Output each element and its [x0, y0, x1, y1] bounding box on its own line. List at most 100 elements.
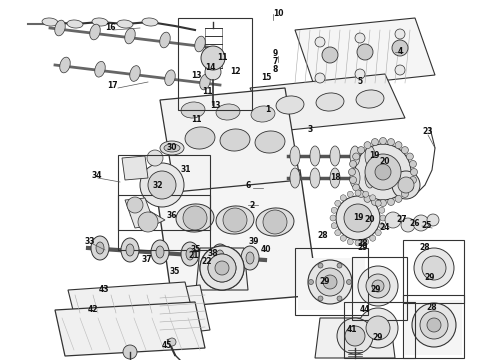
Circle shape — [375, 200, 381, 206]
Ellipse shape — [316, 93, 344, 111]
Bar — [118, 155, 210, 230]
Polygon shape — [160, 88, 300, 192]
Text: 43: 43 — [99, 285, 109, 294]
Circle shape — [398, 177, 414, 193]
Ellipse shape — [95, 62, 105, 77]
Ellipse shape — [96, 242, 104, 254]
Text: 19: 19 — [369, 150, 379, 159]
Ellipse shape — [216, 250, 224, 262]
Text: 40: 40 — [261, 246, 271, 255]
Circle shape — [371, 198, 378, 206]
Circle shape — [309, 279, 314, 284]
Circle shape — [375, 230, 381, 236]
Polygon shape — [298, 258, 365, 310]
Ellipse shape — [142, 18, 158, 26]
Text: 29: 29 — [373, 333, 383, 342]
Circle shape — [335, 230, 341, 236]
Circle shape — [364, 195, 371, 202]
Circle shape — [358, 308, 398, 348]
Polygon shape — [68, 282, 192, 318]
Text: 1: 1 — [266, 105, 270, 114]
Circle shape — [392, 40, 408, 56]
Text: 38: 38 — [208, 249, 219, 258]
Circle shape — [366, 274, 390, 298]
Text: 45: 45 — [162, 341, 172, 350]
Text: 26: 26 — [410, 220, 420, 229]
Ellipse shape — [211, 244, 229, 268]
Ellipse shape — [130, 66, 140, 81]
Circle shape — [341, 195, 346, 201]
Circle shape — [410, 176, 416, 184]
Circle shape — [379, 138, 387, 144]
Ellipse shape — [246, 252, 254, 264]
Circle shape — [148, 171, 176, 199]
Ellipse shape — [251, 106, 275, 122]
Circle shape — [406, 184, 414, 191]
Ellipse shape — [91, 236, 109, 260]
Circle shape — [201, 46, 225, 70]
Text: 33: 33 — [85, 238, 95, 247]
Ellipse shape — [121, 238, 139, 262]
Ellipse shape — [220, 129, 250, 151]
Text: 28: 28 — [358, 239, 368, 248]
Circle shape — [337, 318, 373, 354]
Circle shape — [388, 139, 394, 145]
Ellipse shape — [156, 246, 164, 258]
Circle shape — [401, 190, 409, 197]
Circle shape — [208, 254, 236, 282]
Bar — [118, 195, 210, 250]
Text: 5: 5 — [357, 77, 363, 86]
Text: 39: 39 — [249, 238, 259, 247]
Polygon shape — [55, 302, 205, 356]
Text: 27: 27 — [397, 216, 407, 225]
Circle shape — [316, 268, 344, 296]
Polygon shape — [125, 198, 155, 228]
Polygon shape — [295, 18, 435, 88]
Ellipse shape — [42, 18, 58, 26]
Circle shape — [358, 190, 365, 197]
Circle shape — [331, 223, 337, 229]
Circle shape — [410, 161, 416, 167]
Circle shape — [330, 215, 336, 221]
Circle shape — [355, 33, 365, 43]
Circle shape — [355, 144, 411, 200]
Circle shape — [395, 29, 405, 39]
Text: 3: 3 — [307, 126, 313, 135]
Text: 18: 18 — [330, 174, 341, 183]
Text: 21: 21 — [189, 251, 199, 260]
Circle shape — [395, 141, 402, 149]
Text: 29: 29 — [358, 243, 368, 252]
Text: 28: 28 — [318, 231, 328, 240]
Circle shape — [315, 37, 325, 47]
Text: 30: 30 — [167, 144, 177, 153]
Circle shape — [345, 326, 365, 346]
Polygon shape — [315, 318, 395, 358]
Ellipse shape — [350, 168, 360, 188]
Text: 25: 25 — [422, 221, 432, 230]
Circle shape — [355, 190, 361, 196]
Ellipse shape — [216, 104, 240, 120]
Ellipse shape — [60, 57, 70, 73]
Circle shape — [366, 316, 390, 340]
Circle shape — [385, 212, 401, 228]
Text: 15: 15 — [261, 73, 271, 82]
Circle shape — [357, 44, 373, 60]
Text: 36: 36 — [167, 211, 177, 220]
Text: 28: 28 — [427, 303, 437, 312]
Bar — [403, 240, 464, 303]
Circle shape — [127, 197, 143, 213]
Ellipse shape — [195, 36, 205, 52]
Text: 35: 35 — [191, 246, 201, 255]
Circle shape — [420, 311, 448, 339]
Circle shape — [355, 240, 361, 246]
Ellipse shape — [200, 74, 210, 90]
Ellipse shape — [350, 146, 360, 166]
Text: 2: 2 — [249, 201, 255, 210]
Polygon shape — [130, 210, 165, 228]
Polygon shape — [250, 74, 405, 132]
Circle shape — [323, 275, 337, 289]
Circle shape — [315, 73, 325, 83]
Text: 24: 24 — [380, 224, 390, 233]
Circle shape — [263, 210, 287, 234]
Ellipse shape — [255, 131, 285, 153]
